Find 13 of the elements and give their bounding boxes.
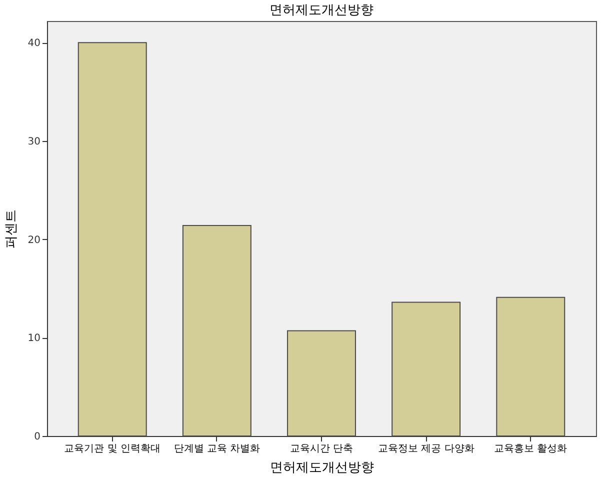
y-tick-label: 0: [34, 432, 40, 442]
chart-title: 면허제도개선방향: [270, 3, 374, 18]
y-axis-title: 퍼센트: [4, 210, 19, 248]
y-tick-label: 10: [28, 333, 40, 344]
x-tick-label: 교육홍보 활성화: [494, 444, 568, 454]
x-tick-label: 교육시간 단축: [290, 444, 354, 454]
x-tick-label: 교육정보 제공 다양화: [378, 444, 474, 454]
x-tick-label: 단계별 교육 차별화: [174, 444, 260, 454]
y-tick-label: 20: [28, 234, 40, 246]
y-tick-label: 30: [28, 136, 40, 148]
x-tick-label: 교육기관 및 인력확대: [64, 444, 161, 454]
x-axis-title: 면허제도개선방향: [270, 460, 374, 476]
y-tick-label: 40: [28, 38, 40, 50]
